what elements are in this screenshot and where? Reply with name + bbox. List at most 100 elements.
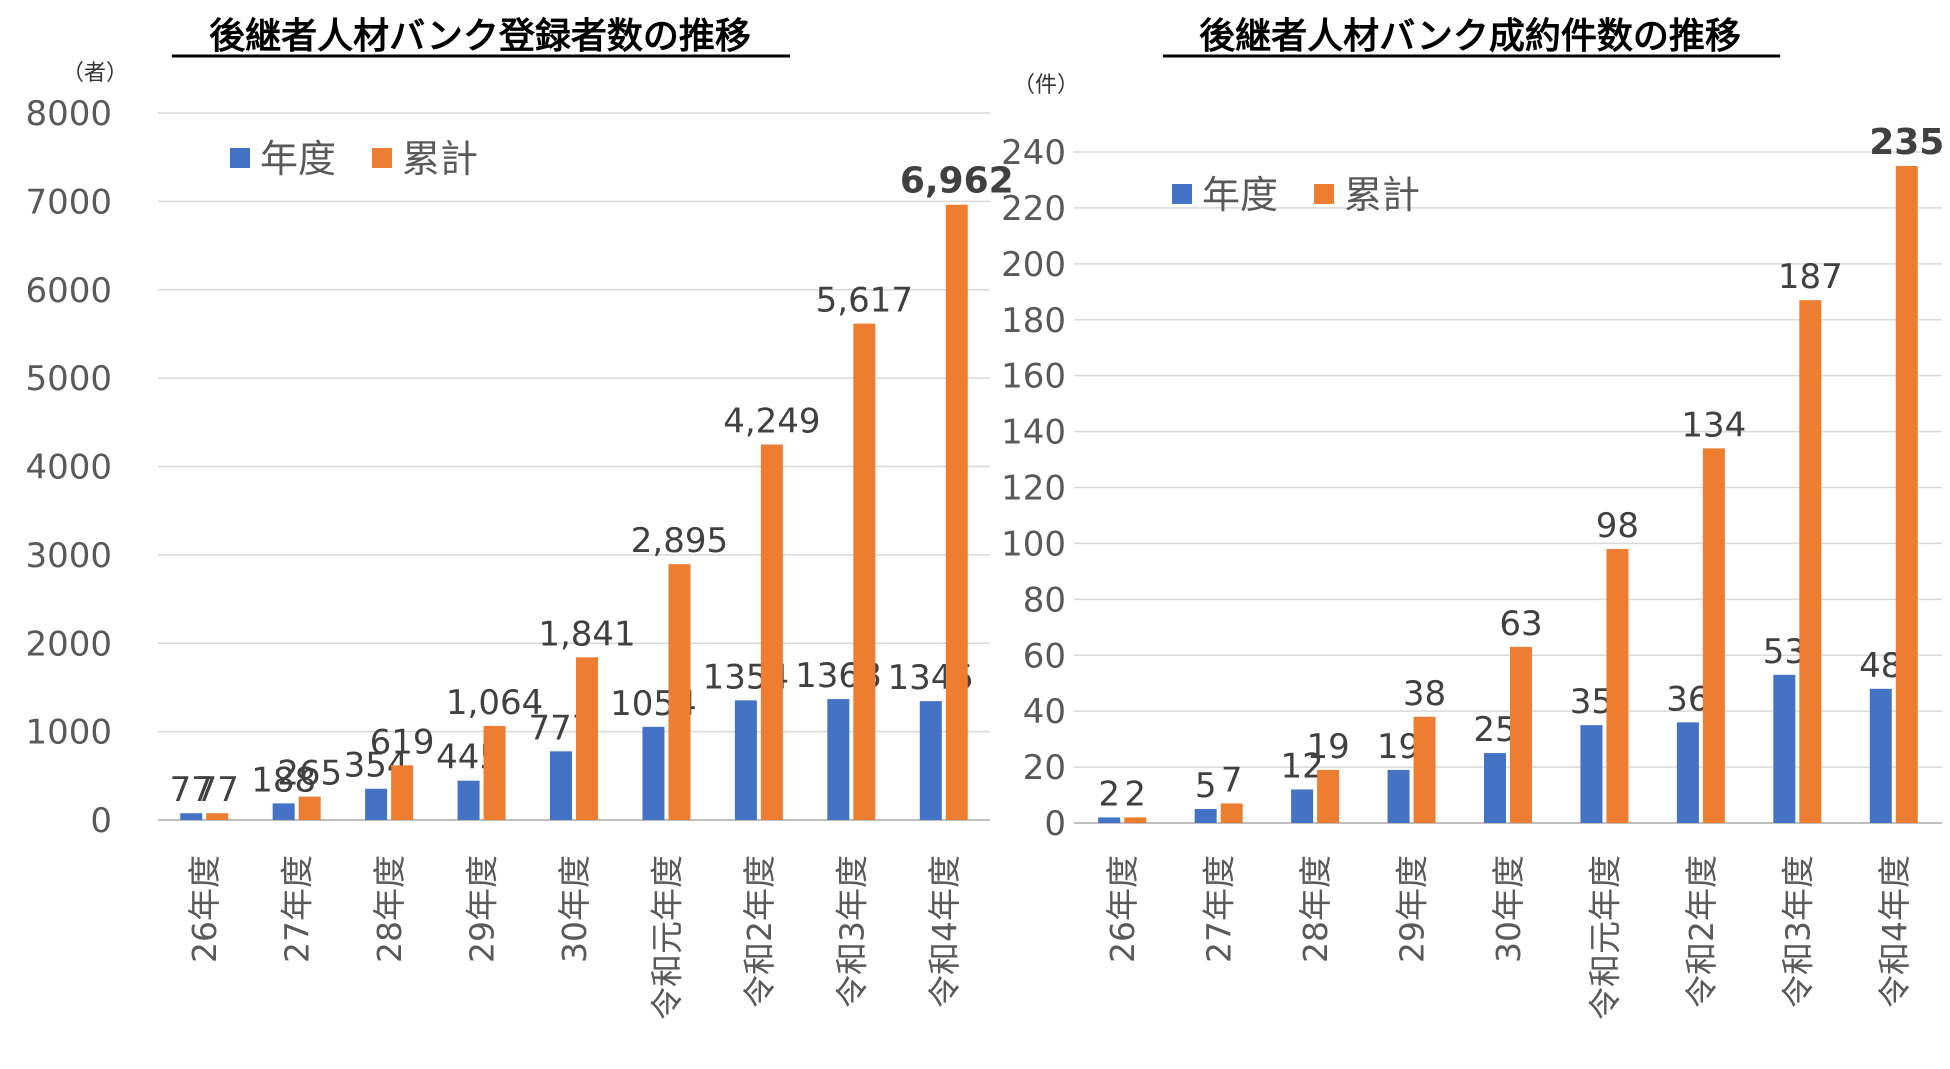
y-tick-label: 5000 xyxy=(25,359,112,399)
bar-cumulative xyxy=(391,765,414,820)
y-tick-label: 3000 xyxy=(25,536,112,576)
legend-label: 累計 xyxy=(402,137,478,181)
data-label: 2 xyxy=(1098,774,1120,814)
bar-annual xyxy=(919,701,942,820)
data-label: 235 xyxy=(1869,122,1944,163)
x-tick-label: 令和4年度 xyxy=(1875,855,1914,1008)
bar-annual xyxy=(1387,769,1410,823)
y-tick-label: 2000 xyxy=(25,624,112,664)
bar-cumulative xyxy=(298,796,321,820)
data-label: 1,064 xyxy=(446,683,543,723)
bar-cumulative xyxy=(576,657,598,820)
bar-annual xyxy=(180,813,203,820)
data-label: 19 xyxy=(1377,727,1420,767)
y-tick-label: 80 xyxy=(1023,580,1066,620)
bar-cumulative xyxy=(668,564,691,820)
y-unit-label: （者） xyxy=(62,61,128,86)
bar-annual xyxy=(1869,688,1892,823)
x-tick-label: 令和4年度 xyxy=(925,855,964,1008)
data-label: 5 xyxy=(1195,766,1217,806)
bar-annual xyxy=(365,788,388,820)
data-label: 188 xyxy=(251,760,316,800)
bar-cumulative xyxy=(853,323,876,820)
data-label: 7 xyxy=(1221,760,1243,800)
bar-annual xyxy=(642,726,665,820)
y-tick-label: 240 xyxy=(1001,133,1066,173)
x-tick-label: 27年度 xyxy=(278,855,317,963)
chart-2: 後継者人材バンク成約件数の推移 （件） 0 20 40 60 80 100 120 140 160 1… xyxy=(1001,16,1944,1020)
data-label: 5,617 xyxy=(816,281,913,321)
data-label: 63 xyxy=(1499,604,1542,644)
x-tick-label: 30年度 xyxy=(555,855,594,963)
bar-annual xyxy=(1194,809,1217,823)
y-tick-label: 1000 xyxy=(25,713,112,753)
legend-label: 累計 xyxy=(1344,173,1420,217)
y-tick-label: 7000 xyxy=(25,182,112,222)
data-label: 2,895 xyxy=(631,521,728,561)
data-label: 1,841 xyxy=(538,614,635,654)
data-label: 38 xyxy=(1403,674,1446,714)
y-tick-label: 4000 xyxy=(25,448,112,488)
x-tick-label: 令和2年度 xyxy=(1682,855,1721,1008)
y-tick-label: 0 xyxy=(90,801,112,841)
data-label: 98 xyxy=(1596,506,1639,546)
legend-label: 年度 xyxy=(1202,173,1278,217)
bar-cumulative xyxy=(1317,769,1340,823)
bar-cumulative xyxy=(1124,817,1147,823)
bar-cumulative xyxy=(1413,716,1436,823)
bar-cumulative xyxy=(483,725,506,820)
chart-title: 後継者人材バンク登録者数の推移 xyxy=(209,16,751,57)
y-tick-label: 160 xyxy=(1001,357,1066,397)
legend-label: 年度 xyxy=(260,137,336,181)
x-tick-label: 26年度 xyxy=(1103,855,1142,963)
bar-cumulative xyxy=(1799,300,1822,823)
data-label: 19 xyxy=(1306,727,1349,767)
data-label: 36 xyxy=(1666,679,1709,719)
data-label: 619 xyxy=(370,722,435,762)
y-tick-label: 140 xyxy=(1001,413,1066,453)
y-tick-label: 60 xyxy=(1023,636,1066,676)
data-label: 187 xyxy=(1778,257,1843,297)
y-tick-label: 120 xyxy=(1001,469,1066,509)
data-label: 134 xyxy=(1681,405,1746,445)
data-label: 48 xyxy=(1859,646,1902,686)
bar-annual xyxy=(1580,725,1603,823)
data-label: 6,962 xyxy=(900,161,1014,202)
x-tick-label: 29年度 xyxy=(463,855,502,963)
legend-swatch-annual xyxy=(1172,184,1192,204)
x-tick-label: 27年度 xyxy=(1200,855,1239,963)
bar-cumulative xyxy=(1510,646,1532,823)
bar-cumulative xyxy=(945,204,968,820)
bar-annual xyxy=(734,700,757,820)
chart-1: 後継者人材バンク登録者数の推移 （者） 0 1000 2000 3000 4000 5000 6… xyxy=(25,16,1013,1020)
bar-cumulative xyxy=(760,444,783,820)
y-tick-label: 40 xyxy=(1023,692,1066,732)
bar-annual xyxy=(550,751,572,820)
bar-annual xyxy=(1098,817,1121,823)
y-tick-label: 6000 xyxy=(25,271,112,311)
x-tick-label: 28年度 xyxy=(1296,855,1335,963)
bar-cumulative xyxy=(1702,448,1725,823)
bar-annual xyxy=(1773,674,1796,823)
bar-annual xyxy=(1676,722,1699,823)
y-tick-label: 200 xyxy=(1001,245,1066,285)
x-tick-label: 令和3年度 xyxy=(832,855,871,1008)
chart-title: 後継者人材バンク成約件数の推移 xyxy=(1199,16,1741,57)
x-tick-label: 令和3年度 xyxy=(1778,855,1817,1008)
legend-swatch-annual xyxy=(230,148,250,168)
y-tick-label: 180 xyxy=(1001,301,1066,341)
legend-swatch-cumulative xyxy=(372,148,392,168)
data-label: 25 xyxy=(1473,710,1516,750)
data-label: 12 xyxy=(1280,746,1323,786)
bar-annual xyxy=(1291,789,1314,823)
x-tick-label: 26年度 xyxy=(185,855,224,963)
x-tick-label: 30年度 xyxy=(1489,855,1528,963)
bar-cumulative xyxy=(1895,165,1918,823)
bar-annual xyxy=(827,699,850,820)
bar-annual xyxy=(457,780,480,820)
data-label: 265 xyxy=(277,754,342,794)
data-label: 77 xyxy=(170,770,213,810)
x-tick-label: 29年度 xyxy=(1393,855,1432,963)
y-tick-label: 100 xyxy=(1001,524,1066,564)
